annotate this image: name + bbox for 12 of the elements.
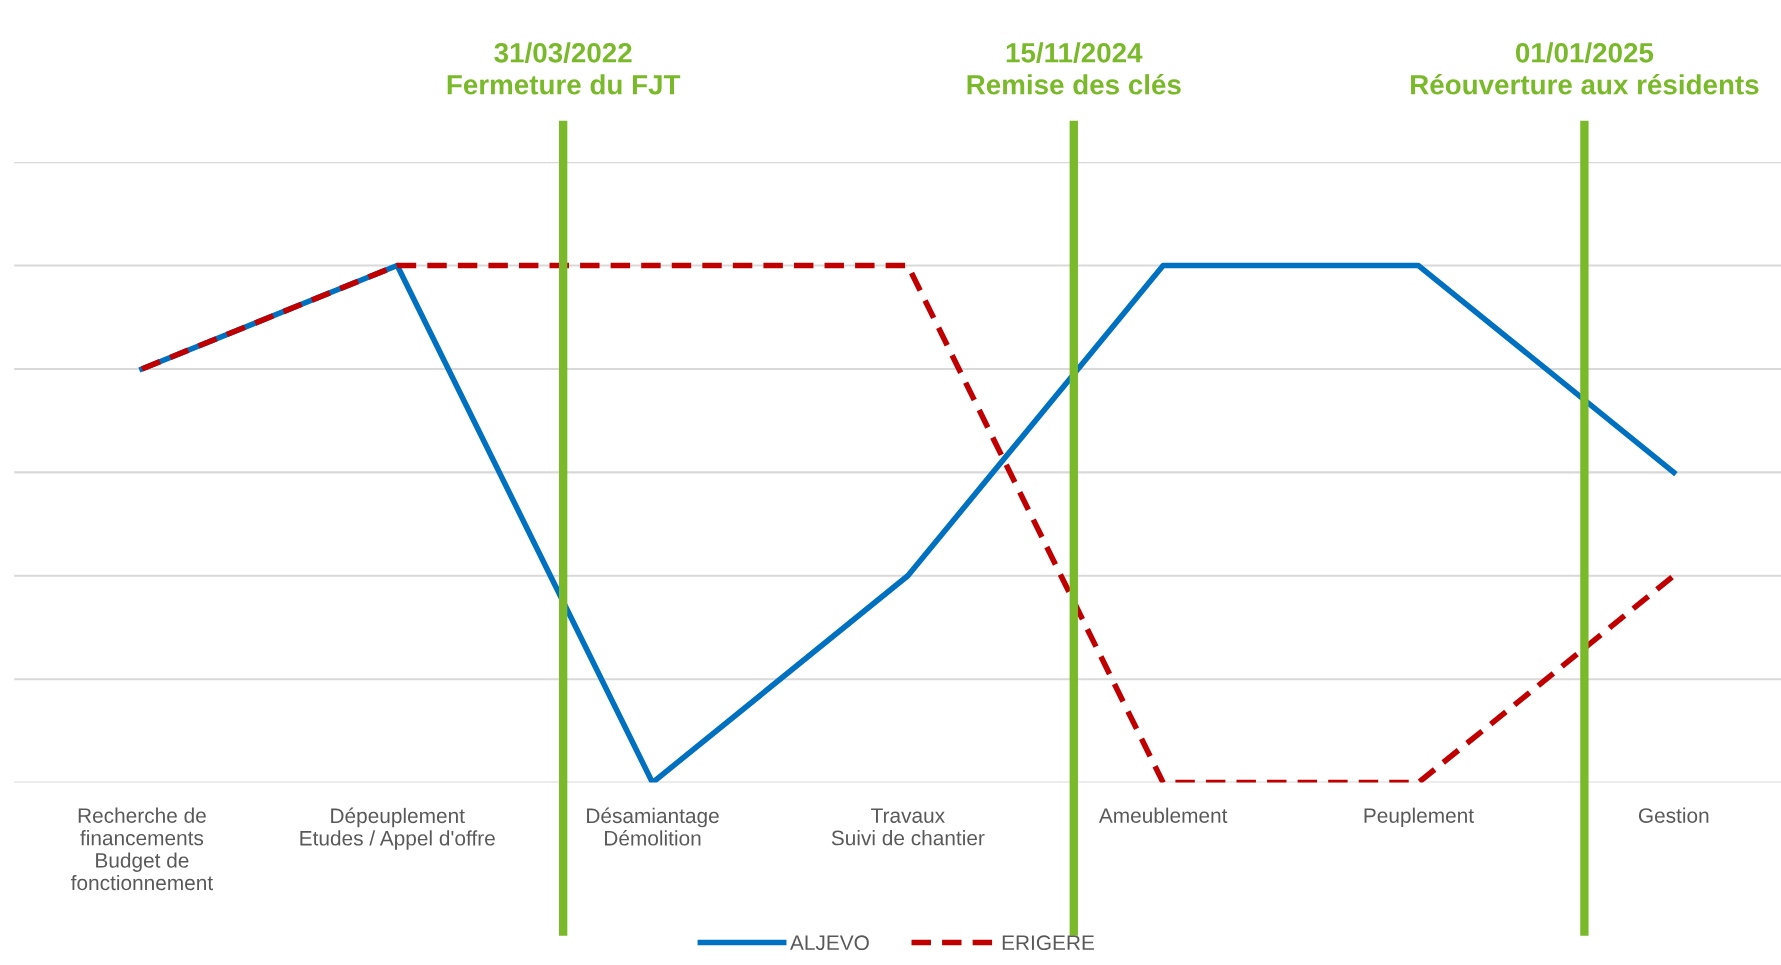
legend-label: ERIGERE — [1002, 935, 1094, 951]
ref-line-label: 15/11/2024 Remise des clés — [967, 42, 1181, 95]
x-tick-label: Peuplement — [1364, 807, 1474, 828]
ref-line-label: 01/01/2025 Réouverture aux résidents — [1411, 42, 1759, 95]
ref-line-label: 31/03/2022 Fermeture du FJT — [447, 42, 681, 95]
legend-label: ALJEVO — [790, 935, 869, 951]
x-tick-label: Recherche de financements Budget de fonctionnement — [70, 807, 213, 891]
x-tick-label: Ameublement — [1098, 807, 1228, 823]
x-tick-label: Travaux Suivi de chantier — [831, 808, 985, 846]
x-tick-label: Gestion — [1638, 807, 1709, 823]
x-tick-label: Dépeuplement Etudes / Appel d'offre — [300, 807, 495, 850]
x-tick-label: Désamiantage Démolition — [587, 807, 719, 846]
